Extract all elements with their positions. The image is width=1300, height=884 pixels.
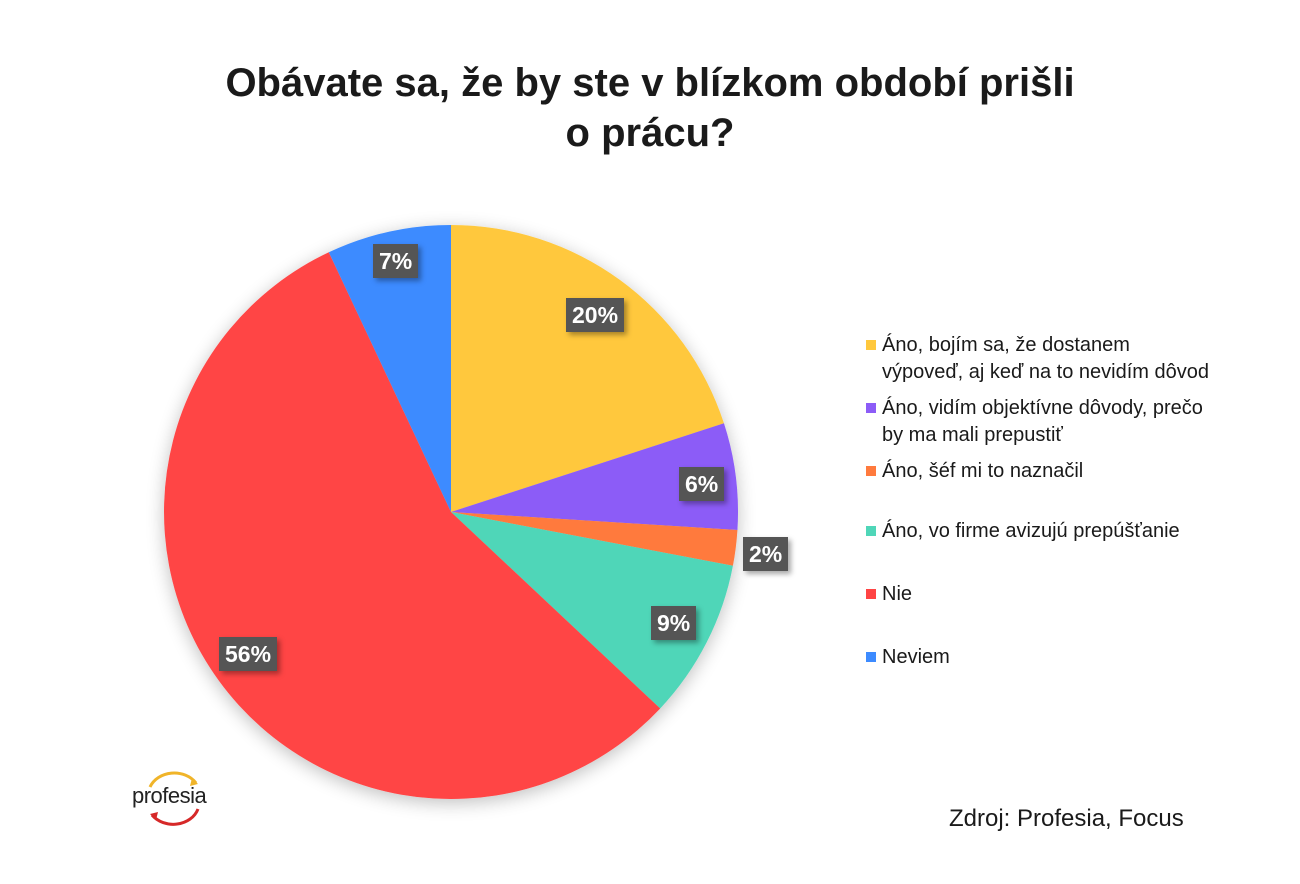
logo-text: profesia bbox=[132, 783, 207, 808]
legend-item-yes-boss: Áno, šéf mi to naznačil bbox=[866, 458, 1292, 485]
pie-slice-dont-know bbox=[328, 225, 451, 512]
legend-swatch-purple bbox=[866, 403, 876, 413]
legend-label: Áno, bojím sa, že dostanem bbox=[882, 334, 1130, 356]
legend-item-yes-company: Áno, vo firme avizujú prepúšťanie bbox=[866, 518, 1292, 545]
legend-label: výpoveď, aj keď na to nevidím dôvod bbox=[882, 361, 1209, 383]
data-label-yes-boss: 2% bbox=[743, 537, 789, 571]
pie-slice-yes-afraid bbox=[451, 225, 724, 512]
chart-title-line-1: Obávate sa, že by ste v blízkom období p… bbox=[225, 61, 1075, 105]
data-label-yes-afraid: 20% bbox=[566, 298, 625, 332]
legend-swatch-red bbox=[866, 589, 876, 599]
legend-label: Áno, vidím objektívne dôvody, prečo bbox=[882, 397, 1203, 419]
legend-item-no: Nie bbox=[866, 581, 1292, 608]
legend-label: by ma mali prepustiť bbox=[882, 424, 1063, 446]
legend-swatch-teal bbox=[866, 526, 876, 536]
legend-label: Neviem bbox=[882, 646, 950, 668]
data-label-no: 56% bbox=[219, 637, 278, 671]
legend-label: Áno, vo firme avizujú prepúšťanie bbox=[882, 520, 1180, 542]
circular-arrows-icon bbox=[148, 771, 200, 826]
pie-slice-no bbox=[164, 252, 661, 799]
legend-swatch-blue bbox=[866, 652, 876, 662]
pie-slice-yes-boss bbox=[451, 512, 738, 566]
legend-item-dont-know: Neviem bbox=[866, 644, 1292, 671]
pie-slice-yes-company bbox=[451, 512, 733, 709]
profesia-logo: profesia bbox=[128, 765, 228, 829]
legend-label: Áno, šéf mi to naznačil bbox=[882, 460, 1084, 482]
data-label-yes-company: 9% bbox=[651, 606, 697, 640]
legend-item-yes-objective: Áno, vidím objektívne dôvody, prečo by m… bbox=[866, 395, 1292, 449]
legend-label: Nie bbox=[882, 583, 913, 605]
chart-title-line-2: o prácu? bbox=[565, 111, 735, 155]
source-note: Zdroj: Profesia, Focus bbox=[949, 805, 1184, 832]
legend-item-yes-afraid: Áno, bojím sa, že dostanem výpoveď, aj k… bbox=[866, 332, 1292, 386]
legend-swatch-orange bbox=[866, 466, 876, 476]
pie-slice-yes-objective bbox=[451, 423, 738, 531]
legend-swatch-yellow bbox=[866, 340, 876, 350]
data-label-yes-objective: 6% bbox=[679, 467, 725, 501]
chart-title: Obávate sa, že by ste v blízkom období p… bbox=[0, 58, 1300, 158]
data-label-dont-know: 7% bbox=[373, 244, 419, 278]
pie-slices bbox=[164, 225, 738, 799]
